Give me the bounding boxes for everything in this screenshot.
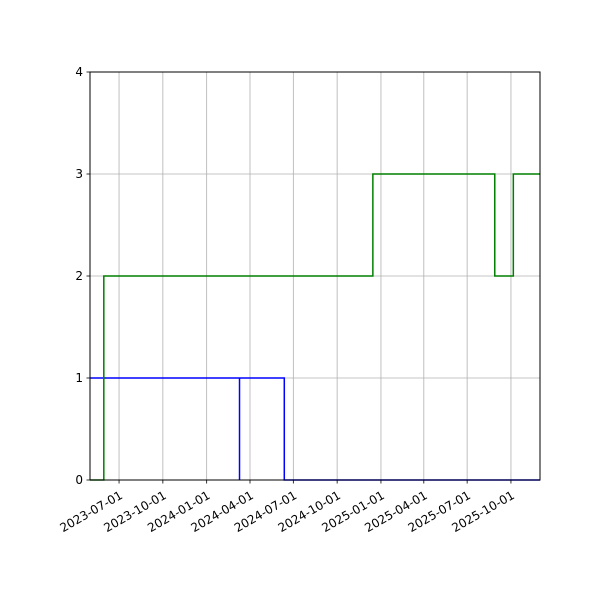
y-tick-label: 3: [75, 167, 83, 181]
y-tick-label: 2: [75, 269, 83, 283]
y-tick-label: 0: [75, 473, 83, 487]
series-line-2: [90, 173, 540, 481]
y-tick-label: 4: [75, 65, 83, 79]
y-tick-label: 1: [75, 371, 83, 385]
